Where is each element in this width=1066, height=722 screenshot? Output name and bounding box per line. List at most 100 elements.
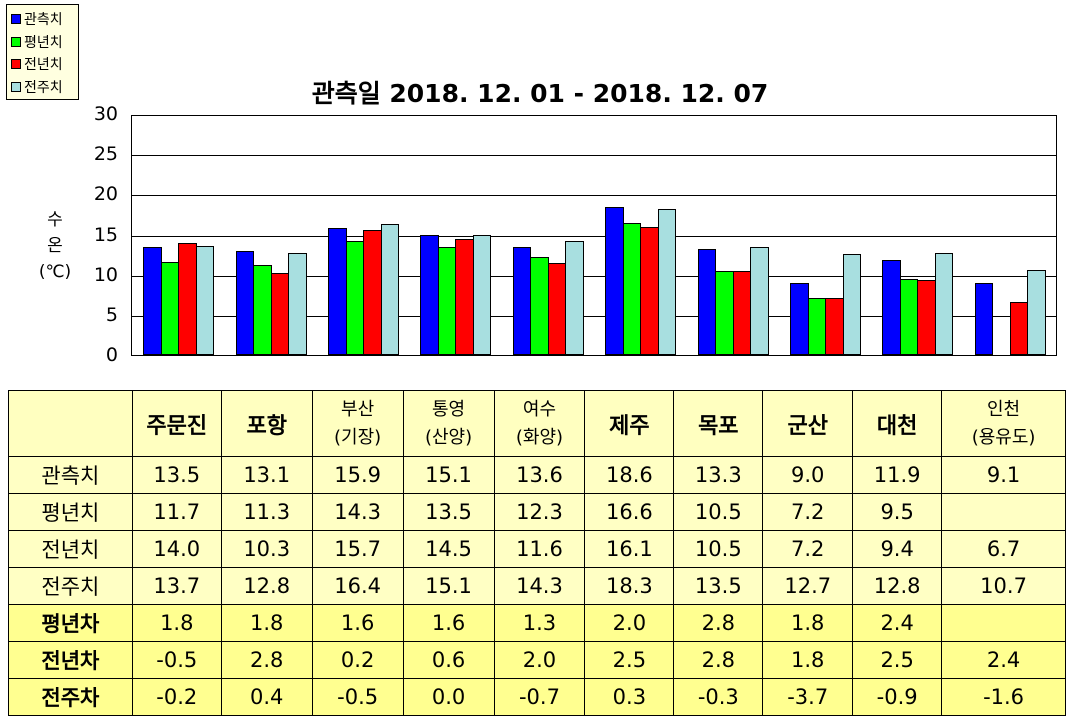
table-cell: -0.5 [311, 678, 404, 716]
bar [547, 262, 567, 355]
table-cell: 14.5 [402, 530, 495, 568]
bar [380, 224, 399, 355]
table-cell: 13.3 [673, 456, 764, 494]
bar [143, 247, 162, 355]
table-cell: 6.7 [941, 530, 1066, 568]
row-label: 전주차 [8, 678, 133, 716]
bar [750, 247, 769, 355]
legend-item-last-year: 전년치 [11, 53, 78, 76]
table-column-header: 군산 [762, 390, 854, 457]
table-cell: 1.3 [493, 604, 586, 642]
table-cell: 2.0 [584, 604, 675, 642]
table-cell: -0.5 [131, 641, 222, 679]
gridline [132, 235, 1056, 237]
table-cell: 2.4 [941, 641, 1066, 679]
bar [917, 280, 936, 355]
table-cell: 1.8 [131, 604, 222, 642]
legend-swatch-icon [11, 81, 21, 92]
y-tick-label: 25 [93, 143, 118, 166]
bar [640, 226, 659, 355]
table-cell: 1.6 [402, 604, 495, 642]
table-cell: 10.7 [941, 567, 1066, 605]
legend-item-last-week: 전주치 [11, 76, 78, 99]
table-cell: 13.5 [402, 493, 495, 531]
table-cell: 13.6 [493, 456, 586, 494]
table-row: 전년차 -0.5 2.8 0.2 0.6 2.0 2.5 2.8 1.8 2.5 2.4 [8, 641, 1066, 679]
table-column-header: 제주 [584, 390, 675, 457]
bar [455, 239, 474, 355]
bar [934, 253, 954, 355]
table-cell: 11.6 [493, 530, 586, 568]
row-label: 평년치 [8, 493, 133, 531]
column-header-line: 통영 [431, 398, 466, 420]
table-cell: 13.5 [673, 567, 764, 605]
bar [732, 271, 752, 355]
table-cell: 14.3 [311, 493, 404, 531]
gridline [132, 315, 1056, 317]
table-cell: 11.9 [852, 456, 943, 494]
legend-label: 관측치 [24, 12, 63, 29]
bar [605, 206, 624, 355]
bar [825, 297, 844, 355]
bar [530, 257, 549, 355]
table-cell: 10.5 [673, 493, 764, 531]
y-tick-label: 5 [105, 303, 118, 326]
legend-label: 평년치 [24, 34, 63, 51]
table-cell: 9.4 [852, 530, 943, 568]
legend-label: 전주치 [24, 79, 63, 96]
table-row: 전주치 13.7 12.8 16.4 15.1 14.3 18.3 13.5 12.7 12.8 1… [8, 567, 1066, 605]
table-cell: 0.6 [402, 641, 495, 679]
table-header-row: 주문진 포항 부산 (기장) 통영 (산양) 여수 (화양) 제주 목포 군산 대천 인천 (용유도) [8, 390, 1066, 457]
table-column-header: 주문진 [131, 390, 222, 457]
bar [270, 272, 290, 355]
table-cell: 2.8 [673, 604, 764, 642]
table-cell: -0.2 [131, 678, 222, 716]
bar [842, 253, 861, 355]
table-cell: 14.0 [131, 530, 222, 568]
table-cell: 15.1 [402, 456, 495, 494]
table-cell: 0.2 [311, 641, 404, 679]
table-cell: 15.1 [402, 567, 495, 605]
y-tick-label: 15 [93, 223, 118, 246]
bar [790, 283, 809, 355]
table-cell: 13.7 [131, 567, 222, 605]
table-cell: 2.5 [584, 641, 675, 679]
plot-area [131, 115, 1057, 356]
table-column-header: 부산 (기장) [311, 390, 404, 457]
table-column-header: 통영 (산양) [402, 390, 495, 457]
table-cell: 15.7 [311, 530, 404, 568]
table-cell: 1.8 [762, 641, 854, 679]
table-cell: 18.6 [584, 456, 675, 494]
gridline [132, 155, 1056, 157]
row-label: 전년차 [8, 641, 133, 679]
bar [622, 222, 642, 355]
table-cell: 16.1 [584, 530, 675, 568]
table-cell: 15.9 [311, 456, 404, 494]
bar [345, 241, 364, 355]
table-cell: 9.0 [762, 456, 854, 494]
data-table: 주문진 포항 부산 (기장) 통영 (산양) 여수 (화양) 제주 목포 군산 대천 인천 (용유도) 관… [8, 390, 1066, 716]
chart-title: 관측일 2018. 12. 01 - 2018. 12. 07 [311, 79, 769, 108]
column-header-subline: (용유도) [971, 426, 1036, 448]
bar [160, 261, 180, 355]
gridline [132, 195, 1056, 197]
bar [1009, 301, 1029, 355]
table-cell: 2.5 [852, 641, 943, 679]
legend-label: 전년치 [24, 57, 63, 74]
y-tick-label: 10 [93, 263, 118, 286]
table-cell: -3.7 [762, 678, 854, 716]
bar [253, 264, 272, 355]
table-cell: -0.9 [852, 678, 943, 716]
legend-swatch-icon [11, 59, 21, 70]
bar [715, 271, 734, 355]
bar [420, 234, 439, 355]
legend-swatch-icon [11, 36, 21, 47]
table-cell: 12.3 [493, 493, 586, 531]
table-column-header: 인천 (용유도) [941, 390, 1066, 457]
table-cell: -1.6 [941, 678, 1066, 716]
row-label: 전주치 [8, 567, 133, 605]
table-cell: 13.1 [220, 456, 313, 494]
table-cell: 14.3 [493, 567, 586, 605]
table-cell: 0.3 [584, 678, 675, 716]
table-cell: 9.5 [852, 493, 943, 531]
